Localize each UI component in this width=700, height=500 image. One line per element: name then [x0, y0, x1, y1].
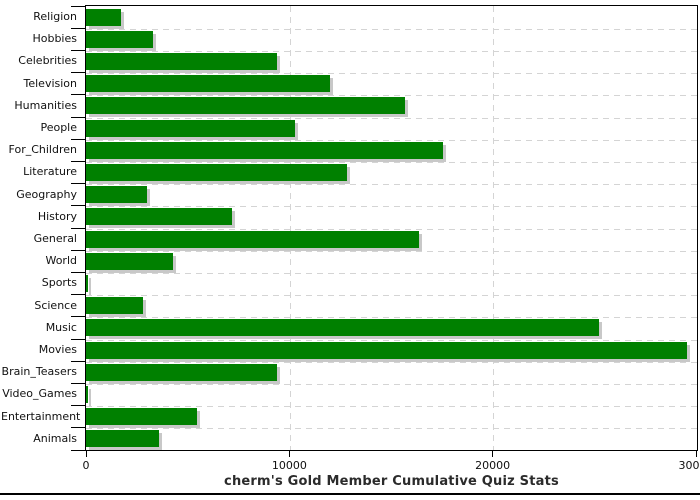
y-tick [71, 94, 85, 96]
row-gridline [86, 295, 697, 297]
x-tick-label: 10000 [271, 459, 307, 472]
y-tick [71, 405, 85, 407]
bottom-divider-line [0, 493, 700, 495]
bar-science [86, 297, 143, 315]
category-label: Religion [33, 10, 77, 23]
category-label: Sports [41, 276, 77, 290]
category-label: Music [45, 320, 77, 334]
chart-title: cherm's Gold Member Cumulative Quiz Stat… [224, 474, 559, 489]
bar-video_games [86, 385, 88, 403]
x-tick [492, 451, 494, 457]
y-tick [71, 138, 85, 140]
bar-humanities [86, 97, 406, 115]
category-label: Television [23, 76, 78, 90]
y-tick [71, 5, 85, 7]
bar-music [86, 319, 600, 337]
category-label: People [40, 121, 77, 134]
row-gridline [86, 272, 697, 274]
y-tick [71, 49, 85, 51]
y-tick [71, 360, 85, 362]
category-label: Brain_Teasers [1, 365, 77, 379]
y-tick [71, 27, 85, 29]
y-tick [71, 249, 85, 251]
y-tick [71, 227, 85, 229]
y-tick [71, 271, 85, 273]
row-gridline [86, 28, 697, 30]
row-gridline [86, 117, 697, 119]
y-tick [71, 72, 85, 74]
bar-television [86, 75, 330, 93]
row-gridline [86, 184, 697, 186]
y-tick [71, 427, 85, 429]
x-gridline [493, 6, 495, 450]
category-label: Geography [16, 187, 77, 201]
y-tick [71, 338, 85, 340]
row-gridline [86, 383, 697, 385]
row-gridline [86, 95, 697, 97]
row-gridline [86, 161, 697, 163]
row-gridline [86, 50, 697, 52]
y-tick [71, 382, 85, 384]
bar-sports [86, 274, 89, 292]
bar-literature [86, 163, 347, 181]
row-gridline [86, 361, 697, 363]
category-label: Celebrities [18, 54, 77, 68]
category-label: Hobbies [32, 32, 77, 46]
bar-geography [86, 186, 147, 204]
x-tick [695, 451, 697, 457]
bar-hobbies [86, 30, 154, 48]
row-gridline [86, 139, 697, 141]
x-tick [85, 451, 87, 457]
row-gridline [86, 406, 697, 408]
bar-brain_teasers [86, 363, 278, 381]
category-label: History [37, 209, 77, 223]
row-gridline [86, 339, 697, 341]
category-label: For_Children [8, 143, 77, 157]
y-tick [71, 160, 85, 162]
x-tick-label: 30000 [678, 459, 700, 472]
bar-movies [86, 341, 687, 359]
x-tick-label: 20000 [475, 459, 511, 472]
bar-people [86, 119, 296, 137]
plot-area [85, 5, 698, 451]
bar-animals [86, 430, 159, 448]
row-gridline [86, 228, 697, 230]
bar-world [86, 252, 173, 270]
category-label: Humanities [14, 98, 77, 112]
x-gridline [289, 6, 291, 450]
y-tick [71, 183, 85, 185]
category-label: Animals [33, 431, 77, 445]
row-gridline [86, 428, 697, 430]
x-tick-label: 0 [82, 459, 90, 472]
row-gridline [86, 317, 697, 319]
y-tick [71, 116, 85, 118]
category-label: Video_Games [2, 387, 77, 401]
category-label: Movies [38, 343, 77, 356]
bar-entertainment [86, 408, 198, 426]
row-gridline [86, 73, 697, 75]
row-gridline [86, 206, 697, 208]
y-tick [71, 316, 85, 318]
category-label: Entertainment [1, 409, 81, 423]
y-tick [71, 449, 85, 451]
x-tick [288, 451, 290, 457]
bar-for_children [86, 141, 443, 159]
y-tick [71, 205, 85, 207]
bar-religion [86, 8, 122, 26]
bar-celebrities [86, 52, 277, 70]
category-label: General [33, 232, 77, 245]
bar-general [86, 230, 420, 248]
category-label: World [45, 254, 77, 268]
row-gridline [86, 250, 697, 252]
y-tick [71, 294, 85, 296]
category-label: Literature [23, 165, 77, 179]
bar-history [86, 208, 232, 226]
category-label: Science [34, 298, 77, 312]
